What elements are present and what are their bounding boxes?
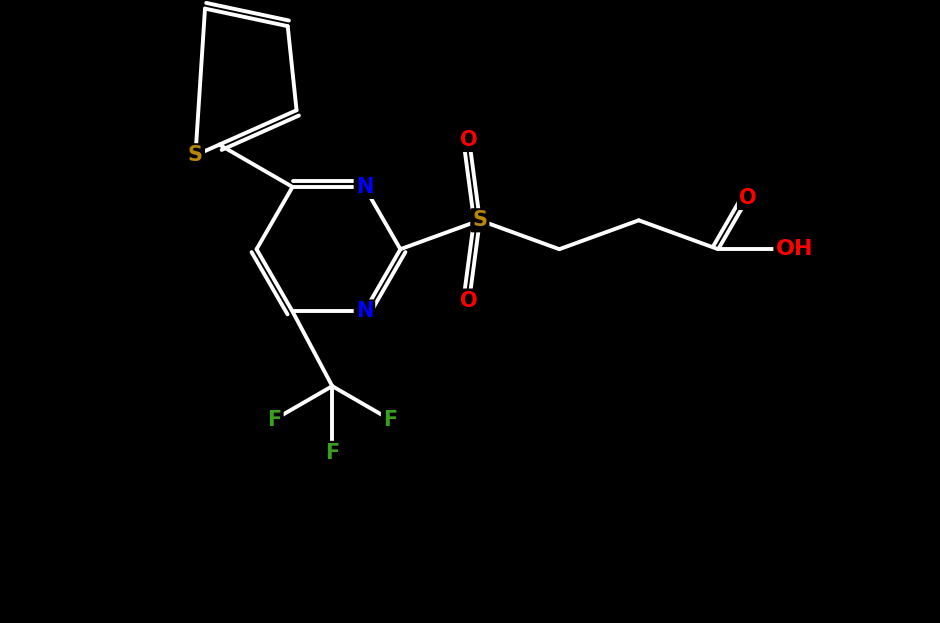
Text: N: N <box>355 302 373 321</box>
Text: S: S <box>188 145 203 165</box>
Text: OH: OH <box>776 239 813 259</box>
Text: F: F <box>325 443 339 463</box>
Text: S: S <box>473 211 487 231</box>
Text: O: O <box>461 130 478 150</box>
Text: N: N <box>355 177 373 197</box>
Text: O: O <box>461 290 478 311</box>
Text: F: F <box>383 409 398 429</box>
Text: O: O <box>739 188 757 208</box>
Text: F: F <box>267 409 282 429</box>
